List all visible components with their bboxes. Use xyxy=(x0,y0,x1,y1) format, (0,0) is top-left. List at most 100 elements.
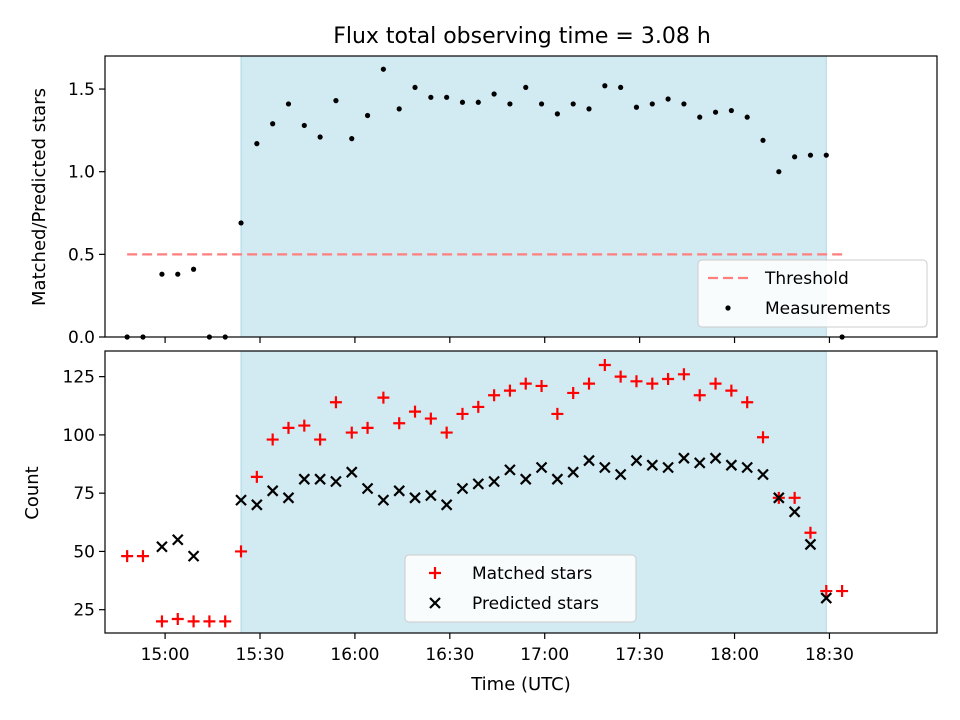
matched-star-point xyxy=(583,377,596,390)
matched-star-point xyxy=(298,419,311,432)
predicted-star-point xyxy=(678,452,690,464)
predicted-star-point xyxy=(757,468,769,481)
measurement-point xyxy=(760,137,766,143)
matched-star-point xyxy=(836,585,849,598)
matched-star-point xyxy=(393,417,406,430)
measurement-point xyxy=(364,112,371,119)
measurement-point xyxy=(507,101,513,107)
predicted-star-point xyxy=(456,482,469,495)
measurement-point xyxy=(159,271,165,277)
measurement-point xyxy=(665,96,671,102)
predicted-star-point xyxy=(345,466,358,478)
measurement-point xyxy=(238,220,244,226)
measurement-point xyxy=(618,84,624,91)
matched-star-point xyxy=(725,384,738,397)
matched-star-point xyxy=(121,550,134,563)
predicted-star-point xyxy=(741,461,753,474)
predicted-star-point xyxy=(393,485,405,497)
matched-star-point xyxy=(329,396,342,409)
matched-star-point xyxy=(250,470,263,483)
chart-title: Flux total observing time = 3.08 h xyxy=(333,24,711,49)
predicted-star-point xyxy=(298,473,311,485)
predicted-star-point xyxy=(788,506,801,518)
measurement-point xyxy=(776,169,782,175)
measurement-point xyxy=(538,101,545,107)
top-ytick-label: 0.5 xyxy=(68,245,95,265)
measurement-point xyxy=(380,66,386,72)
predicted-star-point xyxy=(409,492,421,504)
top-axes-frame xyxy=(104,55,938,338)
matched-star-point xyxy=(377,391,390,404)
matched-star-point xyxy=(440,426,453,439)
matched-star-point xyxy=(314,433,327,446)
bottom-legend: Matched stars Predicted stars xyxy=(404,554,637,623)
predicted-star-point xyxy=(504,464,516,476)
matched-star-point xyxy=(235,545,248,558)
predicted-star-point xyxy=(535,461,548,474)
predicted-star-point xyxy=(377,494,390,506)
matched-star-point xyxy=(567,386,580,399)
measurement-point xyxy=(697,114,703,120)
top-ylabel: Matched/Predicted stars xyxy=(29,88,50,306)
measurement-point xyxy=(175,271,181,277)
bottom-ytick-label: 50 xyxy=(73,542,95,562)
predicted-star-point xyxy=(472,478,485,490)
predicted-star-point xyxy=(251,499,263,511)
matched-star-point xyxy=(677,368,690,381)
matched-star-point xyxy=(614,370,627,383)
predicted-star-point xyxy=(646,459,659,471)
measurement-point xyxy=(254,141,260,147)
predicted-star-point xyxy=(820,592,833,604)
bottom-legend-label: Matched stars xyxy=(472,564,592,584)
matched-star-point xyxy=(820,585,833,598)
matched-star-point xyxy=(741,396,754,409)
matched-star-point xyxy=(519,377,532,390)
legend-matched-swatch xyxy=(429,567,441,579)
measurement-point xyxy=(285,101,292,107)
top-legend-box xyxy=(697,259,928,328)
predicted-star-point xyxy=(614,468,627,481)
predicted-star-point xyxy=(519,473,532,485)
bottom-xlabel: Time (UTC) xyxy=(470,674,571,695)
legend-measurement-swatch xyxy=(725,305,731,311)
matched-star-point xyxy=(630,375,643,388)
measurement-point xyxy=(475,99,481,105)
bottom-series-predicted-stars xyxy=(156,452,833,604)
bottom-axes-frame xyxy=(104,350,938,634)
matched-star-point xyxy=(187,615,200,628)
matched-star-point xyxy=(282,421,295,434)
bottom-xtick-label: 17:30 xyxy=(615,645,664,665)
predicted-star-point xyxy=(693,457,706,469)
predicted-star-point xyxy=(662,461,674,474)
measurement-point xyxy=(349,136,355,142)
matched-star-point xyxy=(598,358,611,371)
measurement-point xyxy=(491,91,497,97)
bottom-xtick-label: 18:00 xyxy=(710,645,759,665)
bottom-panel: 25 50 75 100 125 15:00 15:30 16:00 16:30 17:00 17:… xyxy=(63,350,938,665)
matched-star-point xyxy=(693,389,706,402)
predicted-star-point xyxy=(330,475,342,488)
top-ytick-label: 0.0 xyxy=(68,328,95,348)
bottom-xtick-label: 15:30 xyxy=(236,645,285,665)
measurement-point xyxy=(744,114,750,120)
matched-star-point xyxy=(456,407,469,420)
bottom-ytick-label: 75 xyxy=(73,484,95,504)
matched-star-point xyxy=(503,384,516,397)
measurement-point xyxy=(807,152,814,158)
matched-star-point xyxy=(757,431,770,444)
measurement-point xyxy=(570,101,576,107)
matched-star-point xyxy=(488,389,501,402)
bottom-xtick-label: 16:00 xyxy=(330,645,379,665)
matched-star-point xyxy=(646,377,659,390)
measurement-point xyxy=(649,101,655,107)
measurement-point xyxy=(317,134,323,140)
matched-star-point xyxy=(345,426,358,439)
predicted-star-point xyxy=(425,489,437,502)
bottom-legend-box xyxy=(404,554,637,623)
predicted-star-point xyxy=(187,550,200,562)
measurement-point xyxy=(301,122,307,129)
bottom-legend-label: Predicted stars xyxy=(472,594,599,614)
top-legend: Threshold Measurements xyxy=(697,259,928,328)
bottom-ytick-label: 125 xyxy=(63,368,95,388)
